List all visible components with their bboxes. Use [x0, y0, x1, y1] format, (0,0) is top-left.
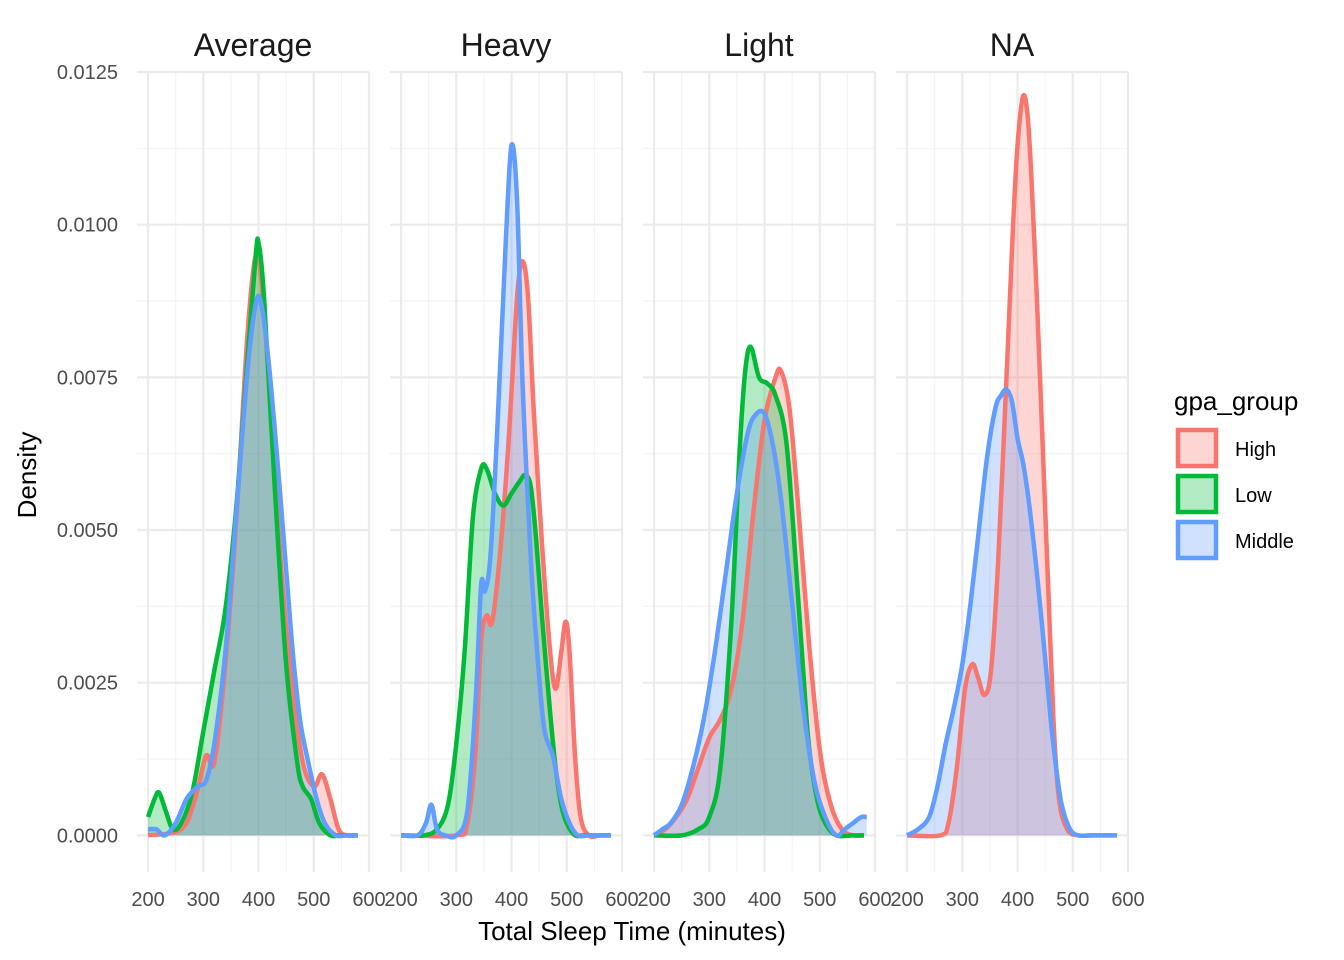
legend-label: High — [1235, 439, 1276, 461]
density-line-high — [401, 259, 611, 839]
legend-item-high: High — [1175, 427, 1276, 469]
density-area-high — [148, 252, 358, 836]
density-area-middle — [907, 389, 1117, 836]
density-area-low — [148, 238, 358, 837]
facet-panel-light: Light 200 300 400 500 600 — [637, 27, 891, 911]
facet-title: Heavy — [461, 27, 552, 63]
x-tick-label: 400 — [495, 889, 528, 911]
density-area-middle — [654, 410, 867, 836]
x-tick-label: 500 — [803, 889, 836, 911]
density-fills — [654, 346, 867, 837]
density-fills — [148, 238, 358, 837]
facet-title: NA — [990, 27, 1035, 63]
facet-title: Light — [724, 27, 794, 63]
facet-title: Average — [194, 27, 313, 63]
facet-panel-average: Average 200 300 400 500 600 — [131, 27, 385, 911]
legend-title: gpa_group — [1174, 386, 1298, 416]
x-tick-label: 600 — [858, 889, 891, 911]
density-area-low — [401, 464, 611, 837]
x-tick-label: 200 — [637, 889, 670, 911]
x-tick-label: 200 — [131, 889, 164, 911]
x-tick-label: 500 — [297, 889, 330, 911]
density-line-middle — [905, 387, 1117, 839]
facet-panel-heavy: Heavy 200 300 400 500 600 — [384, 27, 638, 911]
legend-key — [1175, 473, 1219, 515]
density-area-low — [654, 346, 864, 837]
y-tick-label: 0.0050 — [57, 520, 118, 542]
legend-key — [1175, 519, 1219, 561]
x-tick-label: 400 — [242, 889, 275, 911]
y-axis-tick-labels: 0.0000 0.0025 0.0050 0.0075 0.0100 0.0125 — [57, 62, 118, 847]
x-tick-label: 300 — [440, 889, 473, 911]
y-tick-label: 0.0100 — [57, 215, 118, 237]
x-tick-label: 600 — [352, 889, 385, 911]
x-tick-label: 200 — [384, 889, 417, 911]
x-tick-label: 300 — [187, 889, 220, 911]
legend-item-low: Low — [1175, 473, 1272, 515]
x-tick-label: 400 — [1001, 889, 1034, 911]
x-tick-label: 500 — [550, 889, 583, 911]
x-tick-label: 500 — [1056, 889, 1089, 911]
x-axis-title: Total Sleep Time (minutes) — [478, 916, 786, 946]
density-lines — [905, 92, 1117, 839]
density-line-low — [145, 236, 358, 839]
legend-item-middle: Middle — [1175, 519, 1294, 561]
legend-key — [1175, 427, 1219, 469]
x-tick-label: 400 — [748, 889, 781, 911]
y-axis-title: Density — [12, 432, 42, 519]
density-line-low — [654, 344, 864, 839]
density-area-high — [401, 261, 611, 837]
legend-label: Low — [1235, 485, 1272, 507]
legend-items: High Low Middle — [1175, 427, 1294, 561]
y-tick-label: 0.0000 — [57, 825, 118, 847]
legend: gpa_group High Low Middle — [1174, 386, 1298, 561]
density-lines — [145, 236, 359, 839]
y-tick-label: 0.0075 — [57, 367, 118, 389]
x-tick-label: 200 — [890, 889, 923, 911]
y-tick-label: 0.0025 — [57, 673, 118, 695]
density-area-middle — [148, 295, 358, 837]
density-line-low — [401, 462, 611, 839]
x-tick-label: 600 — [1111, 889, 1144, 911]
x-tick-label: 300 — [693, 889, 726, 911]
density-line-middle — [147, 293, 358, 839]
legend-label: Middle — [1235, 531, 1294, 553]
density-area-high — [654, 368, 864, 836]
facet-panels: Average 200 300 400 500 600 Heavy 200 300 400 500 6… — [131, 27, 1144, 911]
x-tick-label: 300 — [946, 889, 979, 911]
y-tick-label: 0.0125 — [57, 62, 118, 84]
density-lines — [652, 344, 867, 839]
density-area-high — [907, 95, 1117, 837]
density-line-middle — [400, 142, 611, 840]
density-lines — [400, 142, 611, 840]
x-tick-label: 600 — [605, 889, 638, 911]
density-line-middle — [652, 408, 867, 838]
facet-panel-na: NA 200 300 400 500 600 — [890, 27, 1144, 911]
